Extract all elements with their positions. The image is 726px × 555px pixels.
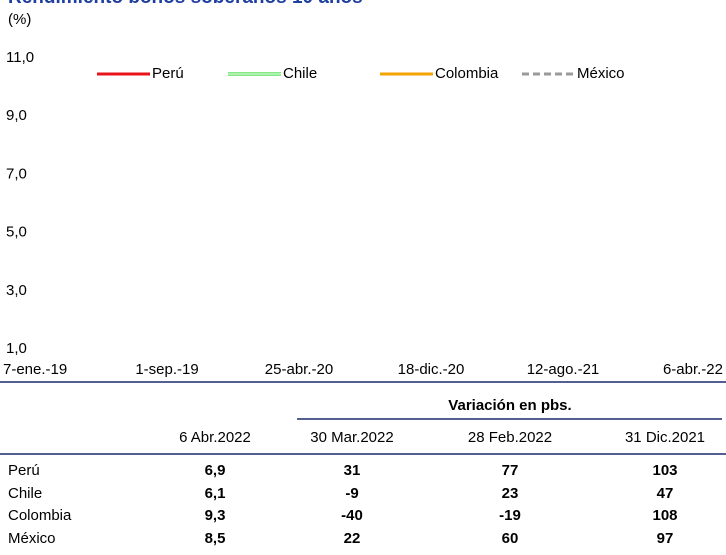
legend-label: Perú	[152, 65, 184, 82]
column-header: 6 Abr.2022	[179, 429, 251, 446]
table-cell: 9,3	[205, 507, 226, 524]
row-label: Colombia	[8, 507, 72, 524]
table-cell: 47	[657, 485, 674, 502]
table-cell: 77	[502, 462, 519, 479]
legend-label: México	[577, 65, 625, 82]
row-label: México	[8, 530, 56, 547]
table-cell: 23	[502, 485, 519, 502]
legend-label: Colombia	[435, 65, 499, 82]
row-label: Perú	[8, 462, 40, 479]
table-cell: 97	[657, 530, 674, 547]
y-tick-label: 1,0	[6, 340, 27, 357]
table-cell: 6,1	[205, 485, 226, 502]
table-cell: 8,5	[205, 530, 226, 547]
table-cell: 31	[344, 462, 361, 479]
row-label: Chile	[8, 485, 42, 502]
y-tick-label: 5,0	[6, 224, 27, 241]
table-cell: 22	[344, 530, 361, 547]
x-tick-label: 25-abr.-20	[265, 361, 333, 378]
column-header: 31 Dic.2021	[625, 429, 705, 446]
column-header: 28 Feb.2022	[468, 429, 552, 446]
chart-title: Rendimiento bonos soberanos 10 años	[8, 0, 363, 8]
column-header: 30 Mar.2022	[310, 429, 393, 446]
y-axis-unit: (%)	[8, 11, 31, 28]
y-tick-label: 3,0	[6, 282, 27, 299]
x-tick-label: 12-ago.-21	[527, 361, 600, 378]
table-group-header: Variación en pbs.	[448, 397, 571, 414]
x-tick-label: 6-abr.-22	[663, 361, 723, 378]
y-tick-label: 7,0	[6, 165, 27, 182]
table-cell: -40	[341, 507, 363, 524]
x-tick-label: 18-dic.-20	[398, 361, 465, 378]
table-cell: 103	[652, 462, 677, 479]
table-cell: -9	[345, 485, 358, 502]
x-tick-label: 7-ene.-19	[3, 361, 67, 378]
table-cell: 60	[502, 530, 519, 547]
legend-label: Chile	[283, 65, 317, 82]
x-tick-label: 1-sep.-19	[135, 361, 198, 378]
y-tick-label: 11,0	[6, 49, 34, 66]
table-cell: 6,9	[205, 462, 226, 479]
table-cell: 108	[652, 507, 677, 524]
y-tick-label: 9,0	[6, 107, 27, 124]
table-cell: -19	[499, 507, 521, 524]
